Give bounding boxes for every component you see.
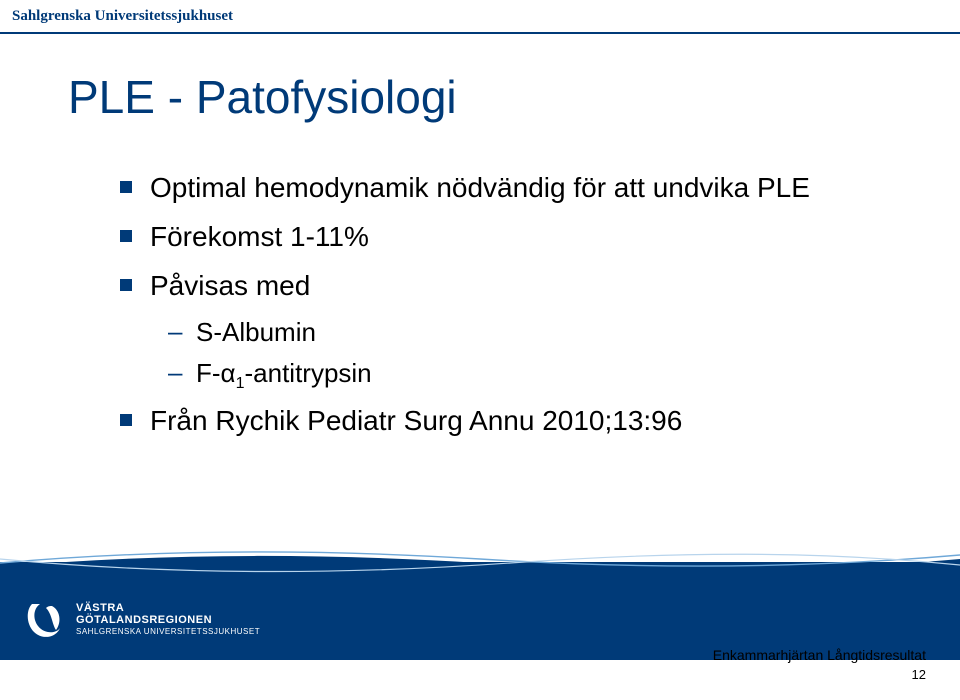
bullet-item: Påvisas med [120, 268, 900, 303]
content-area: Optimal hemodynamik nödvändig för att un… [120, 170, 900, 452]
footer-white-strip: Enkammarhjärtan Långtidsresultat 12 [0, 660, 960, 700]
square-bullet-icon [120, 414, 132, 426]
dash-bullet-icon: – [168, 317, 182, 346]
footer-blue-block: VÄSTRA GÖTALANDSREGIONEN SAHLGRENSKA UNI… [0, 562, 960, 660]
square-bullet-icon [120, 230, 132, 242]
logo-line3: SAHLGRENSKA UNIVERSITETSSJUKHUSET [76, 628, 260, 636]
footer-right: Enkammarhjärtan Långtidsresultat 12 [713, 647, 926, 682]
bullet-text: Förekomst 1-11% [150, 219, 369, 254]
bullet-text: Optimal hemodynamik nödvändig för att un… [150, 170, 810, 205]
slide-title: PLE - Patofysiologi [68, 70, 457, 124]
footer-wave-decoration [0, 549, 960, 575]
bullet-subitem: – S-Albumin [168, 317, 900, 348]
logo-line2: GÖTALANDSREGIONEN [76, 615, 260, 627]
footer-logo-text: VÄSTRA GÖTALANDSREGIONEN SAHLGRENSKA UNI… [76, 603, 260, 636]
bullet-text: F-α1-antitrypsin [196, 358, 372, 393]
bullet-text: Påvisas med [150, 268, 310, 303]
header-bar: Sahlgrenska Universitetssjukhuset [0, 0, 960, 34]
square-bullet-icon [120, 279, 132, 291]
footer-label: Enkammarhjärtan Långtidsresultat [713, 647, 926, 663]
square-bullet-icon [120, 181, 132, 193]
bullet-item: Från Rychik Pediatr Surg Annu 2010;13:96 [120, 403, 900, 438]
footer: VÄSTRA GÖTALANDSREGIONEN SAHLGRENSKA UNI… [0, 562, 960, 700]
bullet-item: Optimal hemodynamik nödvändig för att un… [120, 170, 900, 205]
vgr-logo-icon [22, 598, 66, 642]
footer-logo: VÄSTRA GÖTALANDSREGIONEN SAHLGRENSKA UNI… [22, 598, 260, 642]
bullet-text: Från Rychik Pediatr Surg Annu 2010;13:96 [150, 403, 682, 438]
bullet-subitem: – F-α1-antitrypsin [168, 358, 900, 393]
bullet-item: Förekomst 1-11% [120, 219, 900, 254]
page-number: 12 [713, 667, 926, 682]
dash-bullet-icon: – [168, 358, 182, 387]
org-name: Sahlgrenska Universitetssjukhuset [12, 8, 233, 25]
bullet-text: S-Albumin [196, 317, 316, 348]
slide: Sahlgrenska Universitetssjukhuset PLE - … [0, 0, 960, 700]
